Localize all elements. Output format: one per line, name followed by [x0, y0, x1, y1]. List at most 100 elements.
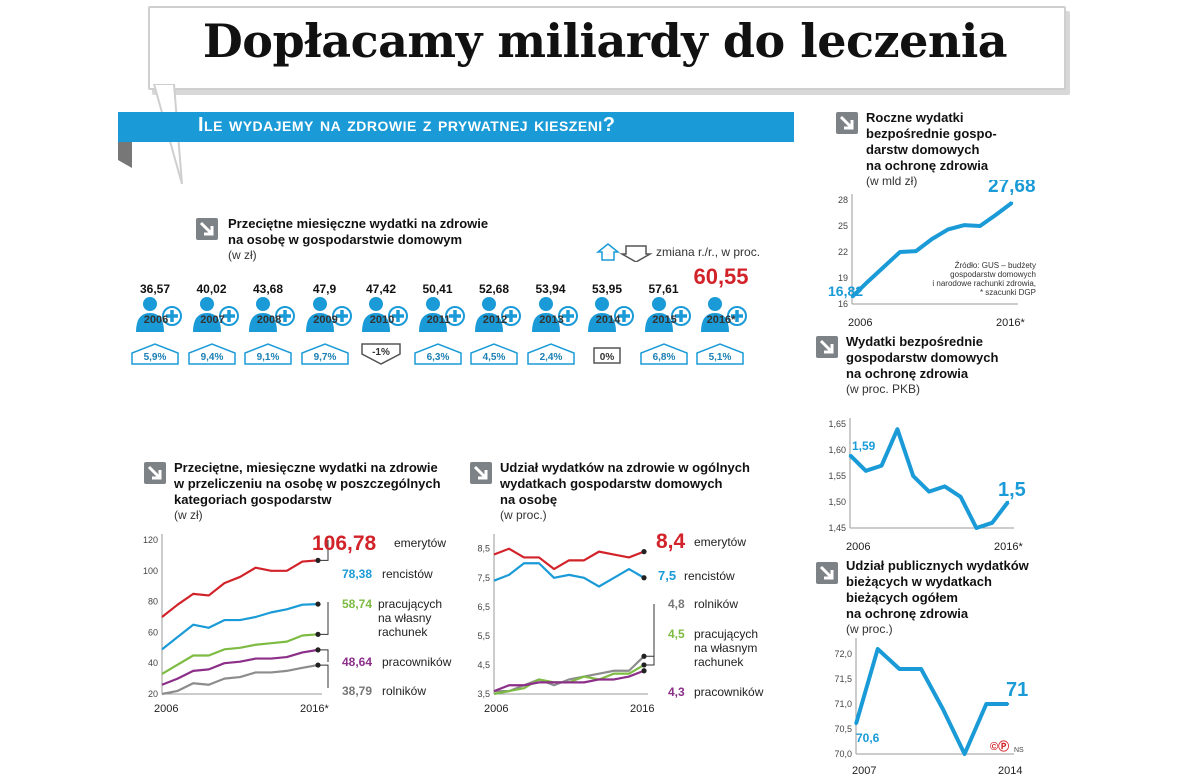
data-point — [880, 464, 883, 467]
series-line — [493, 562, 645, 588]
person-health-icon — [362, 297, 408, 332]
monthly-year: 2008 — [256, 314, 282, 326]
person-head — [651, 297, 666, 311]
data-point — [1010, 201, 1014, 204]
person-health-icon — [644, 297, 691, 332]
monthly-year: 2013 — [539, 314, 564, 326]
y-tick-label: 22 — [838, 247, 848, 257]
y-tick-label: 1,50 — [828, 497, 846, 507]
plus-sign — [731, 310, 743, 322]
monthly-value: 50,41 — [422, 282, 453, 296]
change-down-icon: -1% — [361, 343, 401, 365]
rencisci-label: rencistów — [684, 569, 735, 583]
monthly-value: 60,55 — [693, 264, 749, 289]
gdp-first-label: 1,59 — [852, 439, 876, 453]
arrow-icon — [144, 462, 166, 484]
monthly-year: 2007 — [200, 314, 225, 326]
emeryci-value: 106,78 — [312, 532, 377, 555]
change-value: 2,4% — [539, 352, 562, 363]
data-point — [898, 250, 902, 254]
rolnicy-value: 38,79 — [342, 684, 372, 698]
monthly-value: 40,02 — [196, 282, 227, 296]
series-line — [494, 655, 645, 693]
leader-line — [320, 602, 329, 635]
gdp-unit: (w proc. PKB) — [846, 382, 921, 396]
monthly-year: 2015 — [652, 314, 677, 326]
annual-last-label: 27,68 — [988, 180, 1036, 197]
y-tick-label: 60 — [148, 627, 158, 637]
monthly-item: 40,02 2007 9,4% — [187, 270, 243, 370]
annual-title-line2: bezpośrednie gospo- — [866, 126, 997, 141]
person-head — [256, 297, 270, 311]
data-point — [978, 224, 982, 228]
y-tick-label: 1,65 — [828, 419, 846, 429]
data-point — [882, 265, 886, 268]
change-box — [639, 343, 688, 365]
headline-bubble — [148, 6, 1066, 90]
monthly-item: 47,42 2010 -1% — [356, 270, 412, 370]
change-value: 4,5% — [483, 352, 506, 363]
data-point — [943, 485, 946, 488]
rencisci-value: 7,5 — [658, 568, 676, 583]
y-tick-label: 8,5 — [477, 544, 490, 554]
data-point — [848, 454, 852, 457]
share-chart: 3,5 4,5 5,5 6,5 7,5 8,5 8,4 emerytów 7,5 rencistó… — [477, 530, 763, 715]
pracownicy-value: 48,64 — [342, 655, 372, 669]
categories-title-line3: kategoriach gospodarstw — [174, 492, 332, 507]
public-unit: (w proc.) — [846, 622, 893, 636]
monthly-title-line1: Przeciętne miesięczne wydatki na zdrowie — [228, 216, 489, 231]
y-tick-label: 40 — [148, 658, 158, 668]
pracujacy-label-1: pracujących — [694, 627, 758, 641]
public-title-line1: Udział publicznych wydatków — [846, 558, 1029, 573]
monthly-year: 2010 — [369, 314, 395, 326]
data-point — [850, 295, 854, 299]
y-tick-label: 71,0 — [834, 699, 852, 709]
y-tick-label: 3,5 — [477, 689, 490, 699]
leader-line — [320, 664, 329, 688]
y-tick-label: 19 — [838, 273, 848, 283]
plus-sign — [561, 310, 574, 322]
banner-bar — [118, 112, 794, 142]
share-unit: (w proc.) — [500, 508, 547, 522]
x-start-label: 2006 — [154, 703, 178, 715]
change-box — [696, 343, 744, 365]
data-point — [975, 526, 978, 530]
monthly-item: 57,61 2015 6,8% — [639, 270, 695, 370]
emeryci-label: emerytów — [694, 535, 746, 549]
person-body — [136, 313, 164, 332]
monthly-value: 47,9 — [312, 282, 337, 296]
person-head — [199, 297, 214, 311]
x-end-label: 2016* — [996, 317, 1025, 329]
x-start-label: 2006 — [846, 541, 870, 553]
x-end-label: 2014 — [998, 765, 1022, 776]
y-tick-label: 4,5 — [477, 660, 490, 670]
monthly-year: 2009 — [313, 314, 338, 326]
data-point — [914, 249, 918, 253]
pracujacy-label-3: rachunek — [694, 655, 744, 669]
person-head — [595, 297, 609, 311]
data-point — [985, 702, 988, 706]
pracujacy-value: 4,5 — [668, 627, 685, 641]
monthly-value: 36,57 — [139, 282, 171, 296]
change-box — [131, 343, 179, 365]
series-line — [493, 547, 645, 571]
categories-title-line2: w przeliczeniu na osobę w poszczególnych — [174, 476, 441, 491]
pracujacy-value: 58,74 — [342, 597, 372, 611]
data-point — [854, 722, 858, 726]
monthly-item: 53,95 2014 0% — [582, 270, 638, 370]
series-endpoint — [641, 668, 647, 674]
person-body — [701, 313, 729, 332]
data-point — [959, 495, 962, 498]
monthly-year: 2012 — [482, 314, 508, 326]
y-tick-label: 71,5 — [834, 674, 852, 684]
series-line — [854, 647, 1008, 756]
series-endpoint — [641, 662, 647, 668]
data-point — [963, 752, 966, 756]
monthly-item: 53,94 2013 2,4% — [526, 270, 582, 370]
pracownicy-label: pracowników — [382, 655, 452, 669]
person-body — [475, 313, 503, 332]
series-line — [161, 648, 319, 686]
data-point — [927, 490, 931, 493]
person-body — [305, 313, 334, 332]
monthly-title-line2: na osobę w gospodarstwie domowym — [228, 232, 463, 247]
